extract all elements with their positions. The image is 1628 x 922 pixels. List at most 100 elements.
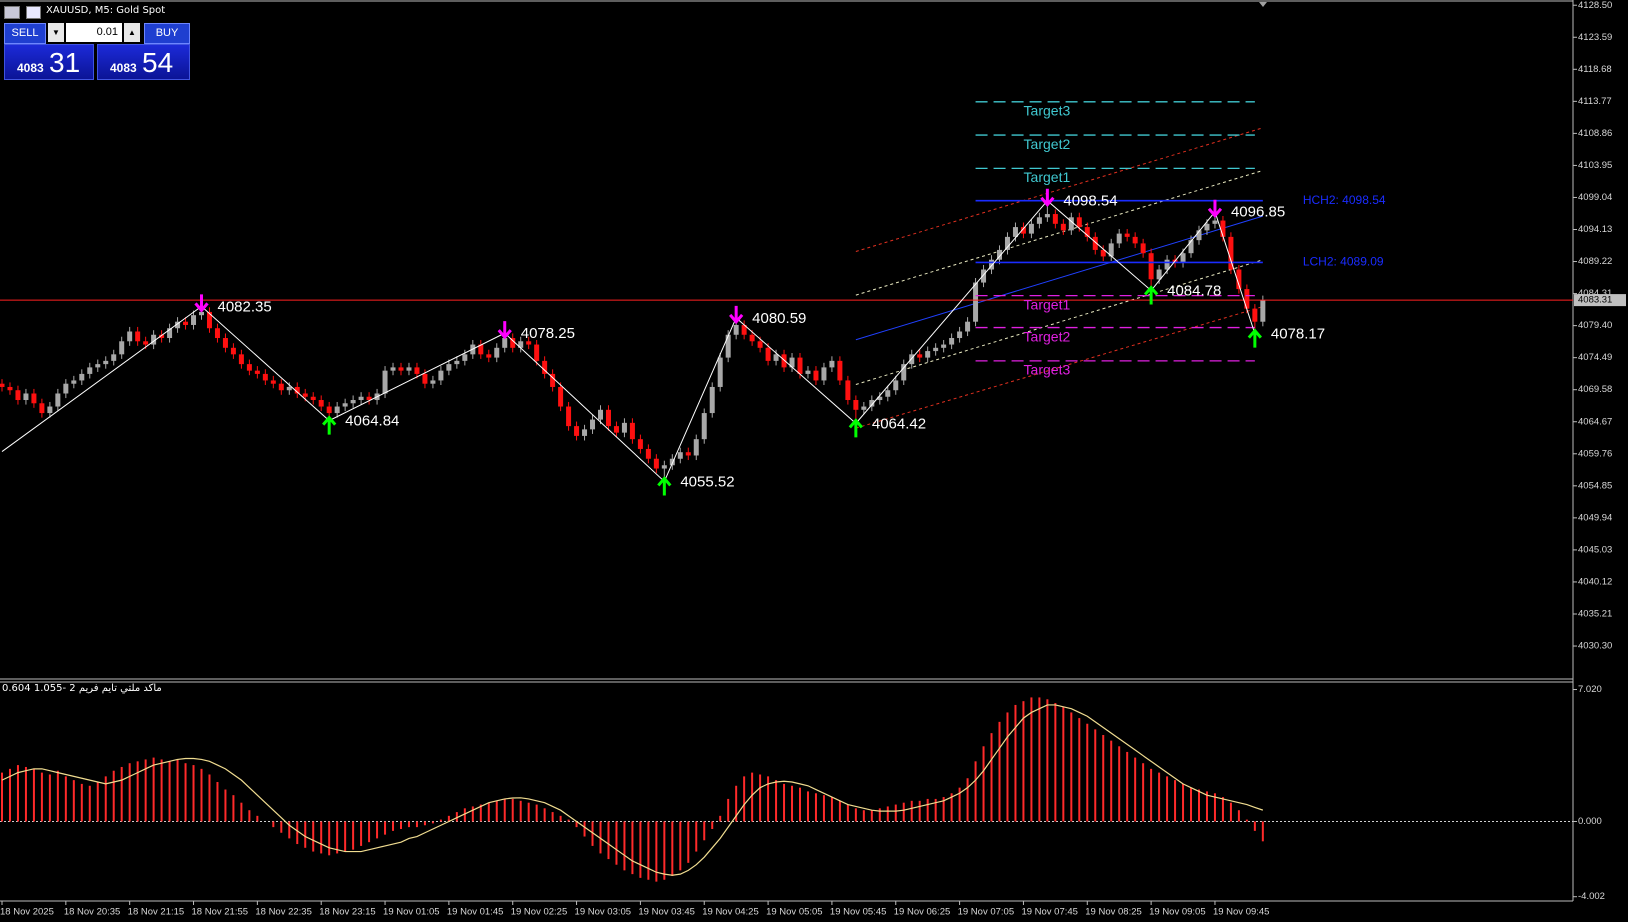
histogram-bar (256, 815, 259, 822)
chart-icon[interactable] (26, 6, 41, 19)
level-label: LCH2: 4089.09 (1303, 255, 1384, 269)
candle-body (781, 354, 787, 368)
x-tick-label: 18 Nov 21:15 (128, 907, 185, 918)
histogram-bar (1006, 712, 1009, 822)
candle-body (414, 367, 420, 374)
candle-body (1236, 269, 1242, 290)
candle-body (230, 347, 236, 355)
histogram-bar (184, 763, 187, 822)
candle-body (598, 409, 603, 420)
sell-price[interactable]: 4083 31 (4, 44, 94, 80)
candle-body (1020, 227, 1026, 234)
histogram-bar (695, 821, 698, 852)
candle-body (629, 422, 635, 440)
candle-body (957, 331, 963, 339)
candle-body (191, 315, 197, 325)
histogram-bar (703, 821, 706, 841)
candle-body (1028, 223, 1034, 234)
candle-body (885, 390, 891, 397)
candle-body (1204, 223, 1210, 231)
histogram-bar (423, 821, 426, 826)
histogram-bar (583, 821, 586, 837)
candle-body (941, 344, 947, 348)
candle-body (550, 373, 556, 387)
histogram-bar (152, 757, 155, 822)
candle-body (1036, 217, 1042, 224)
candle-body (167, 328, 173, 339)
candle-body (7, 386, 13, 391)
histogram-bar (1014, 704, 1017, 822)
candle-body (462, 354, 468, 361)
candle-body (366, 396, 372, 401)
candle-body (989, 259, 995, 270)
buy-button[interactable]: BUY (144, 23, 190, 44)
candle-body (151, 334, 157, 345)
candle-body (653, 458, 659, 469)
histogram-bar (814, 793, 817, 822)
histogram-bar (974, 761, 977, 822)
candle-body (135, 331, 141, 342)
lot-down[interactable]: ▼ (48, 23, 64, 42)
candle-body (55, 393, 61, 407)
x-tick-label: 19 Nov 08:25 (1085, 907, 1142, 918)
candle-body (382, 370, 388, 394)
histogram-bar (1261, 821, 1264, 842)
histogram-bar (862, 810, 865, 822)
histogram-bar (519, 800, 522, 822)
candle-body (893, 380, 899, 391)
histogram-bar (407, 821, 410, 828)
histogram-bar (304, 821, 307, 848)
candle-body (813, 370, 819, 381)
price-pips: 31 (49, 47, 81, 78)
target-label: Target2 (1024, 328, 1071, 344)
histogram-bar (272, 821, 275, 828)
candle-body (590, 419, 596, 430)
x-tick-label: 19 Nov 09:45 (1213, 907, 1270, 918)
signal-line (1, 704, 1264, 876)
lot-up[interactable]: ▲ (124, 23, 140, 42)
x-tick-label: 19 Nov 07:45 (1021, 907, 1078, 918)
histogram-bar (751, 772, 754, 822)
histogram-bar (886, 806, 889, 822)
y-tick-label: 4074.49 (1578, 352, 1612, 363)
candle-body (1076, 217, 1082, 228)
x-tick-label: 19 Nov 04:25 (702, 907, 759, 918)
sell-button[interactable]: SELL (4, 23, 46, 44)
candle-body (95, 364, 101, 368)
histogram-bar (559, 815, 562, 822)
histogram-bar (88, 785, 91, 822)
histogram-bar (854, 808, 857, 822)
price-pips: 54 (142, 47, 174, 78)
candle-body (63, 383, 69, 394)
candle-body (119, 341, 125, 355)
histogram-bar (1142, 763, 1145, 822)
high-arrow (729, 305, 744, 325)
candle-body (1092, 236, 1098, 250)
histogram-bar (1062, 706, 1065, 822)
histogram-bar (1237, 810, 1240, 822)
histogram-bar (958, 787, 961, 822)
menu-icon[interactable] (4, 6, 20, 19)
histogram-bar (894, 804, 897, 822)
candle-body (79, 373, 85, 381)
histogram-bar (1, 772, 3, 822)
histogram-bar (447, 815, 450, 822)
indicator-title: ماكد ملتي تايم فريم 2 -1.055 0.604 (2, 683, 162, 694)
buy-price[interactable]: 4083 54 (97, 44, 190, 80)
histogram-bar (846, 804, 849, 822)
x-tick-label: 19 Nov 01:45 (447, 907, 504, 918)
candle-body (909, 354, 915, 365)
candle-body (23, 393, 29, 401)
histogram-bar (1245, 819, 1248, 822)
candle-body (278, 383, 284, 391)
candle-body (254, 370, 260, 374)
histogram-bar (352, 821, 355, 850)
y-tick-label: 4128.50 (1578, 0, 1612, 11)
candle-body (965, 321, 971, 332)
lot-input[interactable]: 0.01 (66, 23, 122, 42)
candle-body (717, 357, 723, 387)
histogram-bar (487, 802, 490, 822)
candle-body (502, 338, 508, 348)
candle-body (789, 357, 795, 368)
